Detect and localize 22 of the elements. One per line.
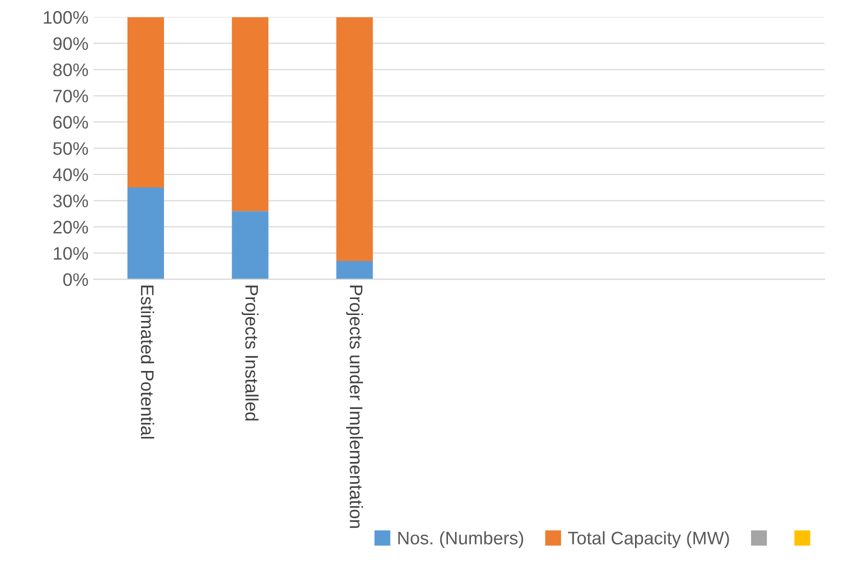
legend-label: Total Capacity (MW) <box>568 531 729 548</box>
legend-label: Nos. (Numbers) <box>398 531 524 548</box>
bar <box>127 188 164 280</box>
y-tick-label: 30% <box>53 194 88 208</box>
y-tick-label: 20% <box>53 220 88 234</box>
y-tick-label: 80% <box>53 63 88 76</box>
bar <box>232 211 268 280</box>
bar <box>232 17 268 212</box>
y-tick-label: 90% <box>53 37 88 50</box>
y-tick-label: 100% <box>44 11 88 24</box>
y-tick-label: 10% <box>54 247 88 260</box>
x-tick-label: Projects Installed <box>242 286 259 420</box>
x-tick-label: Estimated Potential <box>140 286 154 439</box>
x-tick-label: Projects under Implementation <box>346 286 363 528</box>
bar <box>127 17 164 188</box>
y-tick-label: 50% <box>53 142 88 155</box>
y-tick-label: 70% <box>53 90 88 102</box>
bar <box>336 260 373 280</box>
y-tick-label: 60% <box>53 116 88 129</box>
y-tick-label: 40% <box>52 168 88 182</box>
y-tick-label: 0% <box>63 273 88 286</box>
bar <box>336 17 373 261</box>
